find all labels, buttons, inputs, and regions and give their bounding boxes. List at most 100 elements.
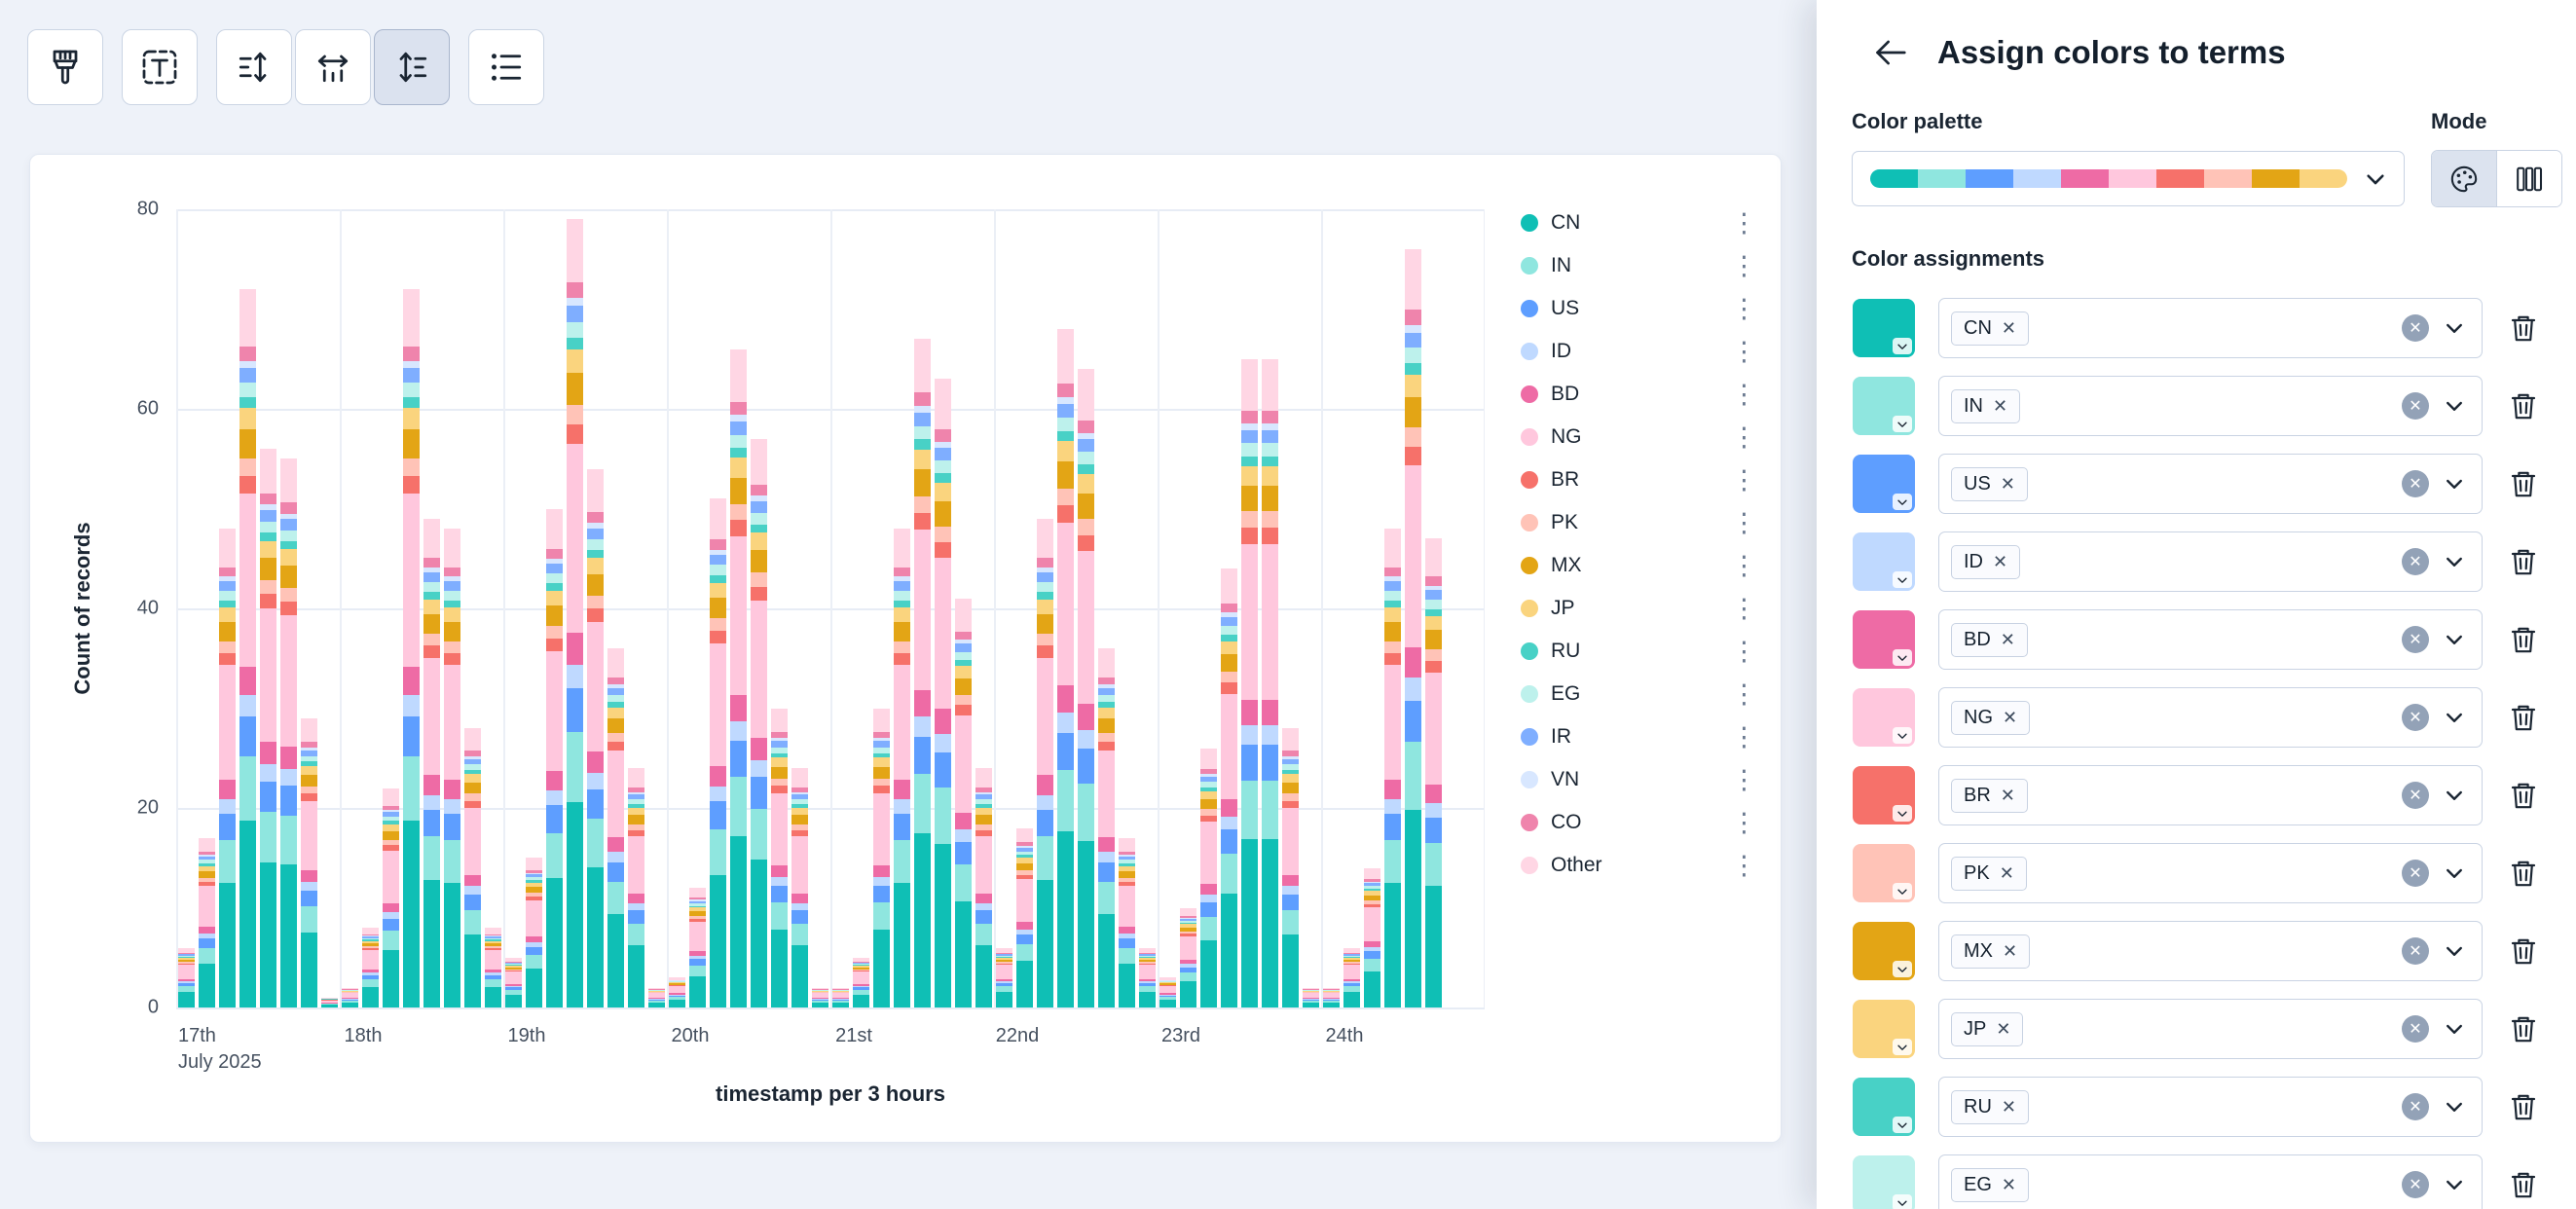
color-swatch-button[interactable] xyxy=(1853,1000,1915,1058)
stacked-bar[interactable] xyxy=(485,928,501,1008)
term-combobox[interactable]: US ✕ ✕ xyxy=(1938,454,2483,514)
remove-term-icon[interactable]: ✕ xyxy=(2001,1096,2016,1117)
stacked-bar[interactable] xyxy=(873,708,890,1008)
color-swatch-button[interactable] xyxy=(1853,922,1915,980)
stacked-bar[interactable] xyxy=(260,449,276,1008)
legend-item-Other[interactable]: Other ⋮ xyxy=(1521,844,1757,887)
delete-assignment-button[interactable] xyxy=(2506,541,2541,582)
remove-term-icon[interactable]: ✕ xyxy=(2000,785,2015,805)
stacked-bar[interactable] xyxy=(1364,867,1380,1008)
stacked-bar[interactable] xyxy=(403,289,420,1008)
legend-actions-icon[interactable]: ⋮ xyxy=(1731,250,1757,280)
legend-item-RU[interactable]: RU ⋮ xyxy=(1521,630,1757,673)
stacked-bar[interactable] xyxy=(219,529,236,1008)
stacked-bar[interactable] xyxy=(955,598,972,1008)
remove-term-icon[interactable]: ✕ xyxy=(1993,395,2008,416)
legend-actions-icon[interactable]: ⋮ xyxy=(1731,507,1757,537)
stacked-bar[interactable] xyxy=(628,768,644,1008)
color-swatch-button[interactable] xyxy=(1853,610,1915,669)
clear-selection-icon[interactable]: ✕ xyxy=(2402,1015,2429,1043)
color-swatch-button[interactable] xyxy=(1853,455,1915,513)
stacked-bar[interactable] xyxy=(423,518,440,1008)
legend-item-VN[interactable]: VN ⋮ xyxy=(1521,758,1757,801)
stacked-bar[interactable] xyxy=(1343,947,1360,1008)
clear-selection-icon[interactable]: ✕ xyxy=(2402,548,2429,575)
clear-selection-icon[interactable]: ✕ xyxy=(2402,1171,2429,1198)
delete-assignment-button[interactable] xyxy=(2506,1086,2541,1127)
clear-selection-icon[interactable]: ✕ xyxy=(2402,626,2429,653)
legend-actions-icon[interactable]: ⋮ xyxy=(1731,464,1757,495)
remove-term-icon[interactable]: ✕ xyxy=(1996,1018,2011,1039)
remove-term-icon[interactable]: ✕ xyxy=(2001,317,2016,338)
stacked-bar[interactable] xyxy=(1303,987,1319,1008)
clear-selection-icon[interactable]: ✕ xyxy=(2402,704,2429,731)
legend-item-JP[interactable]: JP ⋮ xyxy=(1521,587,1757,630)
stacked-bar[interactable] xyxy=(1078,369,1094,1008)
clear-selection-icon[interactable]: ✕ xyxy=(2402,782,2429,809)
stacked-bar[interactable] xyxy=(1405,249,1421,1008)
legend-item-EG[interactable]: EG ⋮ xyxy=(1521,673,1757,715)
stacked-bar[interactable] xyxy=(1241,358,1258,1008)
delete-assignment-button[interactable] xyxy=(2506,308,2541,348)
legend-actions-icon[interactable]: ⋮ xyxy=(1731,336,1757,366)
clear-selection-icon[interactable]: ✕ xyxy=(2402,937,2429,965)
stacked-bar[interactable] xyxy=(1098,648,1115,1008)
delete-assignment-button[interactable] xyxy=(2506,385,2541,426)
clear-selection-icon[interactable]: ✕ xyxy=(2402,860,2429,887)
stacked-bar[interactable] xyxy=(812,987,828,1008)
delete-assignment-button[interactable] xyxy=(2506,697,2541,738)
legend-item-IR[interactable]: IR ⋮ xyxy=(1521,715,1757,758)
remove-term-icon[interactable]: ✕ xyxy=(1999,862,2014,883)
stacked-bar[interactable] xyxy=(996,947,1012,1008)
stacked-bar[interactable] xyxy=(975,768,992,1008)
stacked-bar[interactable] xyxy=(444,529,460,1008)
palette-mode-button[interactable] xyxy=(2432,151,2496,206)
stacked-bar[interactable] xyxy=(1057,329,1074,1008)
legend-actions-icon[interactable]: ⋮ xyxy=(1731,850,1757,880)
color-swatch-button[interactable] xyxy=(1853,532,1915,591)
legend-actions-icon[interactable]: ⋮ xyxy=(1731,379,1757,409)
remove-term-icon[interactable]: ✕ xyxy=(2000,473,2015,494)
delete-assignment-button[interactable] xyxy=(2506,931,2541,971)
color-swatch-button[interactable] xyxy=(1853,766,1915,824)
stacked-bar[interactable] xyxy=(1016,827,1033,1008)
legend-item-BD[interactable]: BD ⋮ xyxy=(1521,373,1757,416)
stacked-bar[interactable] xyxy=(1262,358,1278,1008)
legend-list-button[interactable] xyxy=(468,29,544,105)
term-combobox[interactable]: ID ✕ ✕ xyxy=(1938,531,2483,592)
stacked-bar[interactable] xyxy=(1037,518,1053,1008)
legend-item-CN[interactable]: CN ⋮ xyxy=(1521,202,1757,244)
stacked-bar[interactable] xyxy=(751,438,767,1008)
stacked-bar[interactable] xyxy=(587,468,604,1008)
term-combobox[interactable]: RU ✕ ✕ xyxy=(1938,1077,2483,1137)
term-combobox[interactable]: PK ✕ ✕ xyxy=(1938,843,2483,903)
remove-term-icon[interactable]: ✕ xyxy=(2001,1174,2016,1194)
color-swatch-button[interactable] xyxy=(1853,1078,1915,1136)
legend-actions-icon[interactable]: ⋮ xyxy=(1731,678,1757,709)
term-combobox[interactable]: MX ✕ ✕ xyxy=(1938,921,2483,981)
stacked-bar[interactable] xyxy=(505,957,522,1008)
color-swatch-button[interactable] xyxy=(1853,1155,1915,1209)
columns-mode-button[interactable] xyxy=(2496,151,2561,206)
legend-actions-icon[interactable]: ⋮ xyxy=(1731,721,1757,751)
term-combobox[interactable]: BR ✕ ✕ xyxy=(1938,765,2483,825)
remove-term-icon[interactable]: ✕ xyxy=(1993,551,2008,571)
axis-left-button[interactable] xyxy=(216,29,292,105)
stacked-bar[interactable] xyxy=(362,928,379,1008)
back-arrow-icon[interactable] xyxy=(1869,31,1912,74)
legend-item-CO[interactable]: CO ⋮ xyxy=(1521,801,1757,844)
stacked-bar[interactable] xyxy=(771,708,788,1008)
stacked-bar[interactable] xyxy=(669,977,685,1008)
delete-assignment-button[interactable] xyxy=(2506,1164,2541,1205)
stacked-bar[interactable] xyxy=(342,987,358,1008)
legend-item-ID[interactable]: ID ⋮ xyxy=(1521,330,1757,373)
stacked-bar[interactable] xyxy=(1119,837,1135,1008)
clear-selection-icon[interactable]: ✕ xyxy=(2402,470,2429,497)
stacked-bar[interactable] xyxy=(648,987,665,1008)
stacked-bar[interactable] xyxy=(710,498,726,1008)
delete-assignment-button[interactable] xyxy=(2506,1008,2541,1049)
stacked-bar[interactable] xyxy=(914,339,931,1008)
legend-actions-icon[interactable]: ⋮ xyxy=(1731,636,1757,666)
stacked-bar[interactable] xyxy=(894,529,910,1008)
remove-term-icon[interactable]: ✕ xyxy=(2003,940,2018,961)
